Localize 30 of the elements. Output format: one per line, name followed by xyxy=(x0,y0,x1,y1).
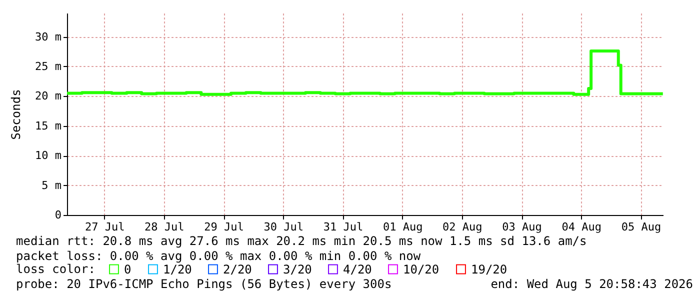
x-tick-label: 31 Jul xyxy=(323,220,364,234)
y-tick-label: 5 m xyxy=(42,178,62,192)
legend-label: 10/20 xyxy=(403,262,440,276)
x-tick-label: 04 Aug xyxy=(562,220,602,234)
legend-title: loss color: xyxy=(16,262,96,276)
y-tick-label: 30 m xyxy=(35,30,62,44)
text: probe: 20 IPv6-ICMP Echo Pings (56 Bytes) every 300s xyxy=(16,277,392,291)
legend-label: 19/20 xyxy=(471,262,508,276)
y-tick-label: 15 m xyxy=(35,119,62,132)
text: packet loss: 0.00 % avg 0.00 % max 0.00 % min 0.00 % now xyxy=(16,249,422,263)
x-tick-label: 27 Jul xyxy=(84,220,125,234)
x-tick-label: 30 Jul xyxy=(264,220,304,234)
legend-label: 2/20 xyxy=(223,262,252,276)
y-tick-label: 25 m xyxy=(35,60,62,73)
legend-label: 3/20 xyxy=(283,262,312,276)
x-tick-label: 29 Jul xyxy=(204,220,244,234)
x-tick-label: 01 Aug xyxy=(382,220,423,234)
y-tick-label: 20 m xyxy=(35,90,62,103)
legend-label: 0 xyxy=(124,262,132,276)
y-tick-label: 0 xyxy=(54,208,62,222)
x-tick-label: 28 Jul xyxy=(144,220,184,234)
text: median rtt: 20.8 ms avg 27.6 ms max 20.2 ms min 20.5 ms now 1.5 ms sd 13.6 am/s xyxy=(16,234,587,248)
text: end: Wed Aug 5 20:58:43 2026 xyxy=(490,277,693,291)
legend-label: 1/20 xyxy=(163,262,192,276)
legend-label: 4/20 xyxy=(343,262,372,276)
x-tick-label: 05 Aug xyxy=(621,220,662,234)
y-axis-title: Seconds xyxy=(9,89,24,140)
y-tick-label: 10 m xyxy=(35,149,62,162)
x-tick-label: 03 Aug xyxy=(502,220,542,234)
x-tick-label: 02 Aug xyxy=(442,220,482,234)
